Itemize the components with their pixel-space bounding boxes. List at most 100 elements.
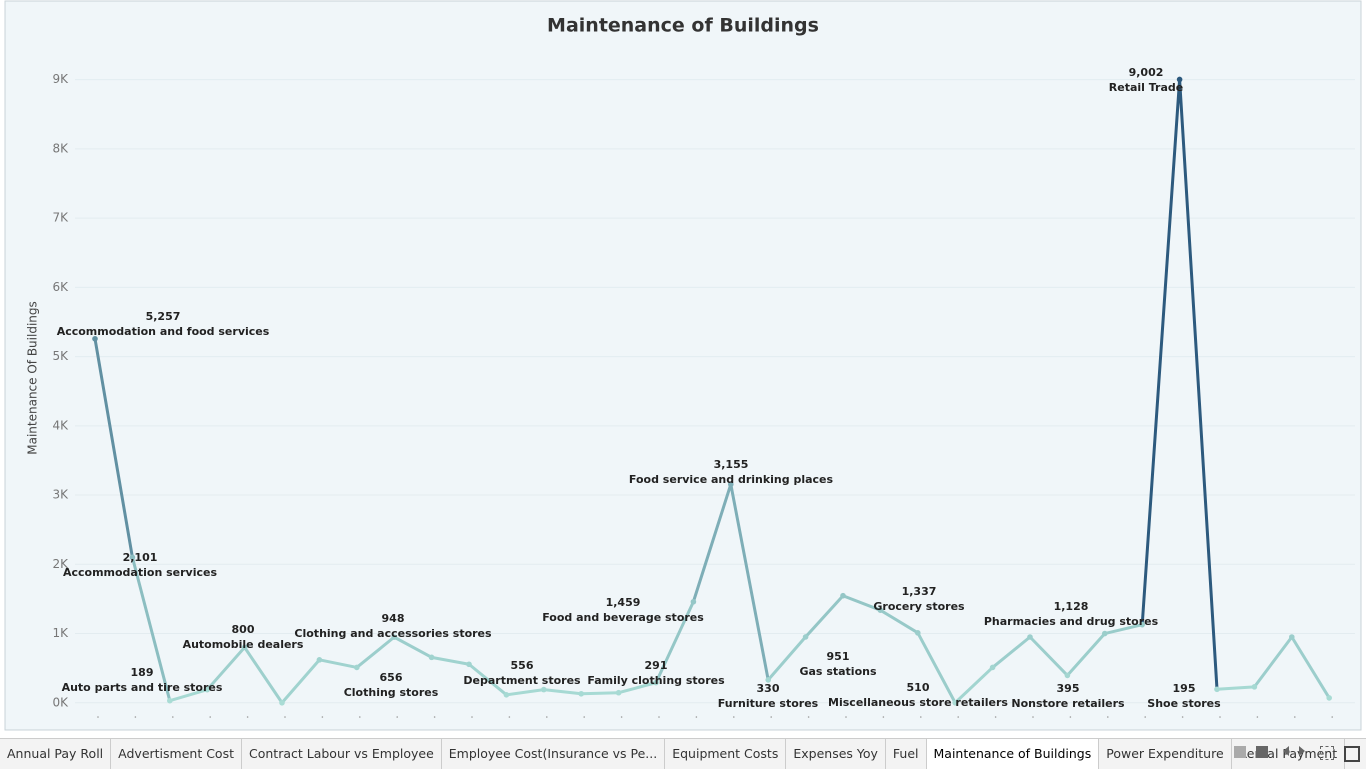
- line-segment: [766, 635, 808, 682]
- point: [1176, 76, 1183, 83]
- line-segment: [93, 337, 134, 559]
- line-segment: [729, 482, 770, 682]
- y-tick-label: 5K: [52, 349, 69, 363]
- data-label-name: Department stores: [463, 674, 581, 687]
- sheet-tab[interactable]: Annual Pay Roll: [0, 739, 112, 769]
- y-tick-label: 4K: [52, 418, 69, 432]
- sheet-tab[interactable]: Employee Cost(Insurance vs Pe...: [442, 739, 666, 769]
- point: [92, 335, 98, 342]
- line-segment: [878, 608, 920, 635]
- line-segment: [953, 665, 995, 705]
- sheet-tab[interactable]: Advertisment Cost: [111, 739, 242, 769]
- data-label-value: 9,002: [1129, 66, 1164, 79]
- line-segment: [654, 600, 695, 685]
- point: [428, 654, 435, 661]
- y-tick-label: 6K: [52, 280, 69, 294]
- sheet-tab[interactable]: Equipment Costs: [665, 739, 787, 769]
- x-tick-dot: [920, 716, 922, 718]
- point: [1326, 695, 1332, 701]
- line-segment: [430, 655, 471, 666]
- line-segment: [1140, 77, 1182, 627]
- sheet-tab[interactable]: Contract Labour vs Employee: [242, 739, 442, 769]
- x-tick-dot: [134, 716, 137, 718]
- point: [578, 690, 584, 697]
- data-label-name: Automobile dealers: [183, 638, 304, 651]
- point: [354, 664, 360, 671]
- line-segment: [355, 635, 396, 669]
- data-label-name: Furniture stores: [718, 697, 819, 710]
- line-segment: [1215, 685, 1256, 691]
- line-segment: [691, 482, 733, 604]
- sheet-tab[interactable]: Maintenance of Buildings: [926, 739, 1100, 769]
- point: [1214, 686, 1220, 693]
- x-tick-dot: [733, 716, 735, 718]
- y-tick-label: 7K: [52, 211, 69, 225]
- x-tick-dot: [1294, 716, 1296, 718]
- data-label-value: 395: [1057, 682, 1080, 695]
- single-view-button[interactable]: [1256, 746, 1268, 758]
- point: [503, 692, 510, 698]
- data-label-value: 1,459: [606, 596, 641, 609]
- data-label-name: Accommodation and food services: [57, 325, 270, 338]
- x-tick-dot: [583, 716, 585, 718]
- data-label-name: Clothing stores: [344, 686, 439, 699]
- prev-button[interactable]: [1278, 746, 1289, 756]
- point: [541, 686, 547, 693]
- x-tick-dot: [695, 716, 698, 718]
- point: [802, 634, 809, 640]
- x-tick-dot: [1331, 716, 1333, 718]
- point: [204, 686, 210, 693]
- point: [877, 607, 884, 613]
- fullscreen-button[interactable]: [1320, 746, 1334, 760]
- line-segment: [205, 645, 247, 692]
- data-label-value: 800: [232, 623, 255, 636]
- x-tick-dot: [1107, 716, 1109, 718]
- data-label-value: 2,101: [123, 551, 158, 564]
- sheet-tabs: Annual Pay Roll Advertisment Cost Contract…: [0, 738, 1366, 769]
- data-label-value: 1,337: [902, 585, 937, 598]
- grid-view-button[interactable]: [1234, 746, 1246, 758]
- x-tick-dot: [770, 716, 772, 718]
- x-tick-dot: [396, 716, 399, 718]
- sheet-tab[interactable]: Power Expenditure: [1099, 739, 1232, 769]
- point: [167, 697, 173, 704]
- next-button[interactable]: [1299, 746, 1310, 756]
- point: [1139, 621, 1145, 628]
- point: [989, 664, 996, 671]
- data-label-name: Auto parts and tire stores: [62, 681, 223, 694]
- present-button[interactable]: [1344, 746, 1360, 762]
- line-segment: [317, 658, 359, 669]
- line-segment: [841, 594, 882, 612]
- x-tick-dot: [994, 716, 997, 718]
- x-tick-dot: [620, 716, 623, 718]
- data-label-name: Family clothing stores: [587, 674, 725, 687]
- line-segment: [804, 594, 845, 639]
- point: [1027, 634, 1033, 640]
- line-segment: [243, 645, 284, 705]
- sheet-tab[interactable]: Expenses Yoy: [786, 739, 886, 769]
- point: [690, 598, 697, 605]
- x-tick-dot: [284, 716, 286, 718]
- x-tick-dot: [246, 716, 249, 718]
- x-tick-dot: [1069, 716, 1072, 718]
- x-tick-dot: [1032, 716, 1034, 718]
- data-label-value: 195: [1173, 682, 1196, 695]
- point: [840, 592, 846, 599]
- x-tick-dot: [508, 716, 511, 718]
- data-label-name: Food service and drinking places: [629, 473, 834, 486]
- point: [279, 699, 285, 706]
- y-tick-label: 8K: [52, 141, 69, 155]
- x-tick-dot: [209, 716, 211, 718]
- data-label-name: Retail Trade: [1109, 81, 1183, 94]
- data-label-value: 510: [907, 681, 930, 694]
- data-label-name: Accommodation services: [63, 566, 217, 579]
- tab-controls: [1234, 746, 1360, 762]
- point: [615, 689, 622, 696]
- line-segment: [392, 635, 434, 659]
- x-tick-dot: [359, 716, 361, 718]
- point: [316, 657, 323, 663]
- y-tick-label: 0K: [52, 695, 69, 709]
- data-label-name: Pharmacies and drug stores: [984, 615, 1159, 628]
- point: [952, 699, 958, 706]
- sheet-tab[interactable]: Fuel: [886, 739, 927, 769]
